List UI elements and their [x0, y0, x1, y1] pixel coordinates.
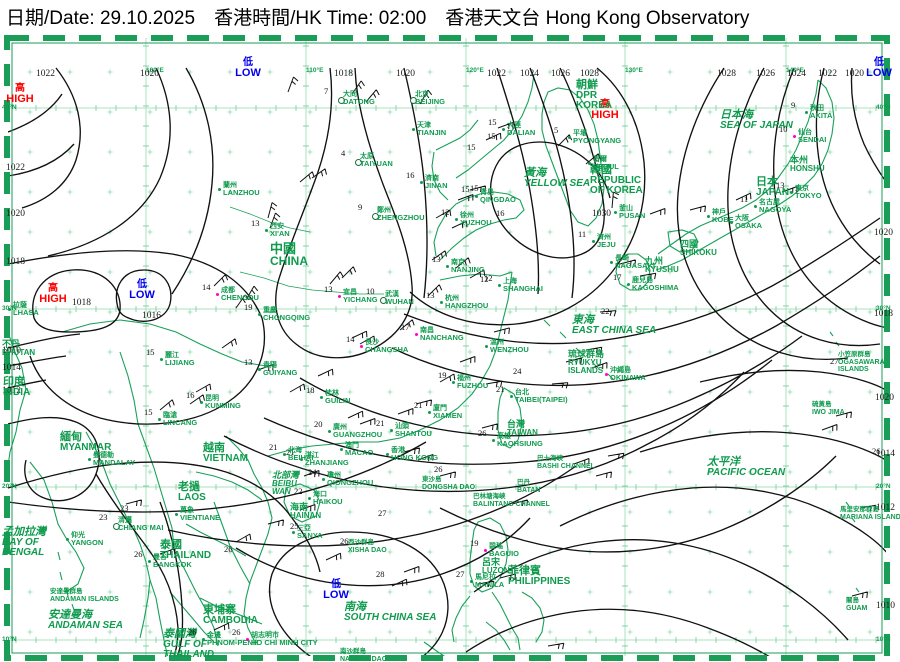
chart-header: 日期/Date: 29.10.2025 香港時間/HK Time: 02:00 … — [0, 0, 900, 32]
wind-barbs — [125, 76, 877, 656]
weather-map[interactable]: 100°E110°E120°E130°E140°E110°E120°E130°E… — [0, 32, 900, 662]
isobars — [8, 67, 886, 656]
graticule-major — [8, 38, 886, 656]
map-border — [4, 35, 890, 661]
header-text: 日期/Date: 29.10.2025 香港時間/HK Time: 02:00 … — [6, 7, 750, 29]
coastlines — [8, 73, 860, 656]
map-border-inner — [11, 42, 883, 654]
map-canvas — [0, 32, 900, 662]
graticule-ticks — [15, 45, 877, 647]
